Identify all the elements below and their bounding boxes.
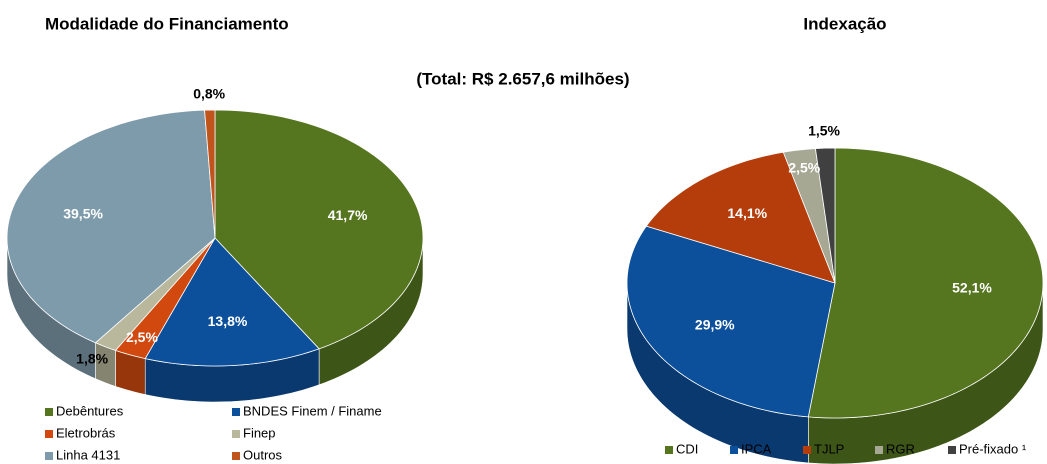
legend-label: Pré-fixado ¹ (959, 441, 1027, 456)
slice (204, 109, 216, 239)
legend-label: RGR (886, 441, 915, 456)
data-label: 29,9% (695, 317, 735, 333)
legend-swatch (232, 452, 240, 460)
slice (114, 237, 216, 360)
legend-swatch (875, 446, 883, 454)
slice (214, 109, 424, 350)
slice (645, 151, 836, 284)
slice (814, 147, 836, 284)
legend-swatch (232, 408, 240, 416)
data-label: 0,8% (193, 85, 225, 101)
legend-label: IPCA (741, 441, 772, 456)
slice (626, 225, 836, 418)
legend-label: TJLP (814, 441, 844, 456)
legend-swatch (232, 430, 240, 438)
data-label: 1,8% (76, 351, 108, 367)
data-label: 2,5% (126, 329, 158, 345)
legend-label: Eletrobrás (56, 425, 116, 440)
slice (782, 148, 836, 284)
chart-title: Modalidade do Financiamento (45, 14, 289, 33)
legend-label: Debêntures (56, 403, 124, 418)
data-label: 39,5% (63, 205, 103, 221)
legend-swatch (665, 446, 673, 454)
slice (144, 237, 320, 367)
slice (6, 109, 216, 344)
legend-label: Outros (243, 447, 283, 462)
legend-swatch (803, 446, 811, 454)
legend-swatch (730, 446, 738, 454)
legend-swatch (45, 430, 53, 438)
legend-label: Linha 4131 (56, 447, 120, 462)
data-label: 13,8% (208, 313, 248, 329)
legend-label: BNDES Finem / Finame (243, 403, 382, 418)
subtitle: (Total: R$ 2.657,6 milhões) (416, 69, 629, 88)
legend-swatch (45, 452, 53, 460)
data-label: 14,1% (727, 205, 767, 221)
legend-swatch (948, 446, 956, 454)
slice (807, 147, 1044, 419)
data-label: 2,5% (788, 159, 820, 175)
data-label: 1,5% (808, 123, 840, 139)
chart-title: Indexação (803, 14, 886, 33)
data-label: 52,1% (952, 279, 992, 295)
legend-swatch (45, 408, 53, 416)
legend-label: CDI (676, 441, 698, 456)
data-label: 41,7% (328, 207, 368, 223)
legend-label: Finep (243, 425, 276, 440)
